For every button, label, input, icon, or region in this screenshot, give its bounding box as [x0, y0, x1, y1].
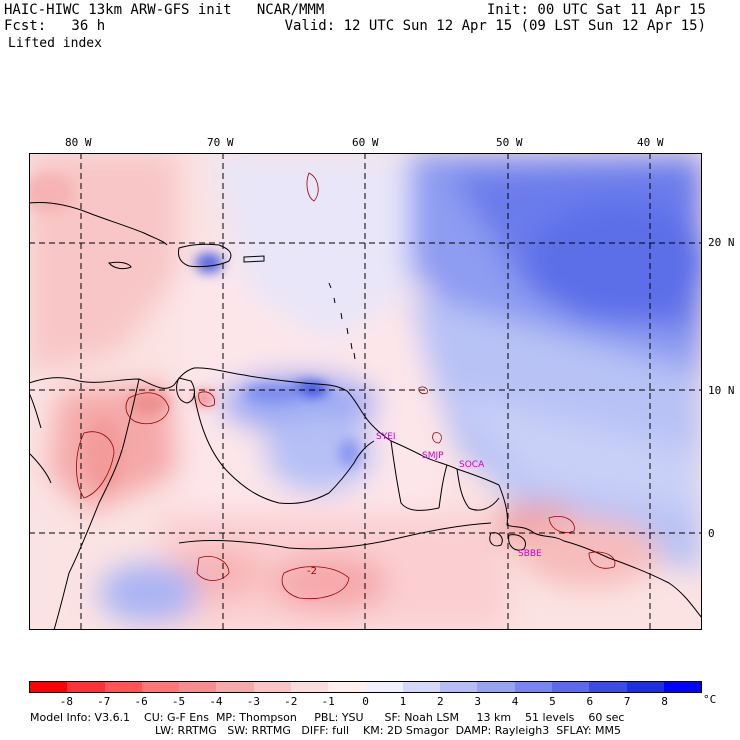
colorbar-tick-label: 6	[586, 695, 594, 708]
colorbar-segment	[365, 682, 403, 692]
colorbar-segment	[67, 682, 105, 692]
init-time: Init: 00 UTC Sat 11 Apr 15	[486, 2, 706, 18]
colorbar-tick-label: -2	[284, 695, 298, 708]
lon-label-50w: 50 W	[496, 136, 523, 149]
lon-label-40w: 40 W	[637, 136, 664, 149]
contour-label: -2	[307, 566, 317, 577]
lat-lon-grid	[29, 153, 702, 630]
colorbar-tick-label: 0	[362, 695, 369, 708]
colorbar-unit: °C	[703, 693, 717, 706]
city-label-soca: SOCA	[459, 460, 485, 470]
model-info-line2: LW: RRTMG SW: RRTMG DIFF: full KM: 2D Sm…	[155, 724, 621, 737]
map-frame	[29, 153, 702, 630]
colorbar-segment	[551, 682, 590, 692]
forecast-hour: Fcst: 36 h	[4, 18, 106, 34]
field-detail	[29, 173, 359, 488]
colorbar-segment	[626, 682, 664, 692]
map-panel: -2 SYEI SMJP SOCA SBBE	[29, 153, 702, 630]
city-label-syei: SYEI	[376, 432, 396, 442]
coastlines	[29, 202, 702, 630]
colorbar-segment	[216, 682, 254, 692]
colorbar-segment	[663, 682, 702, 692]
colorbar-tick-label: -1	[321, 695, 335, 708]
colorbar-tick-label: 8	[661, 695, 668, 708]
run-title: HAIC-HIWC 13km ARW-GFS init NCAR/MMM	[4, 2, 325, 18]
colorbar-segment	[290, 682, 329, 692]
colorbar-segment	[141, 682, 180, 692]
colorbar-tick-label: 4	[511, 695, 519, 708]
lon-label-80w: 80 W	[65, 136, 92, 149]
field-shading	[29, 153, 702, 630]
colorbar-segment	[514, 682, 552, 692]
colorbar-segment	[30, 682, 68, 692]
city-label-sbbe: SBBE	[518, 549, 542, 559]
lat-label-10n: 10 N	[708, 384, 735, 397]
colorbar-tick-label: 1	[399, 695, 407, 708]
colorbar-segment	[328, 682, 366, 692]
colorbar-segment	[402, 682, 441, 692]
model-info-line1: Model Info: V3.6.1 CU: G-F Ens MP: Thomp…	[30, 711, 625, 724]
colorbar-segment	[104, 682, 142, 692]
city-label-smjp: SMJP	[422, 451, 444, 461]
lon-label-70w: 70 W	[207, 136, 234, 149]
colorbar-segment	[589, 682, 627, 692]
lat-label-20n: 20 N	[708, 236, 735, 249]
colorbar-segment	[179, 682, 217, 692]
colorbar-tick-label: 5	[549, 695, 556, 708]
valid-time: Valid: 12 UTC Sun 12 Apr 15 (09 LST Sun …	[284, 18, 706, 34]
colorbar-tick-label: 7	[623, 695, 631, 708]
colorbar-segment	[253, 682, 291, 692]
colorbar-segment	[477, 682, 515, 692]
colorbar-segment	[440, 682, 478, 692]
colorbar-tick-label: -6	[134, 695, 148, 708]
lon-label-60w: 60 W	[352, 136, 379, 149]
colorbar-tick-label: -4	[209, 695, 223, 708]
field-name: Lifted index	[8, 36, 102, 51]
colorbar-tick-label: -3	[246, 695, 260, 708]
lat-label-0: 0	[708, 527, 715, 540]
lifted-index-map: -2	[29, 153, 702, 630]
colorbar	[29, 681, 702, 693]
negative-contours	[76, 172, 616, 599]
colorbar-tick-label: -8	[59, 695, 73, 708]
colorbar-tick-label: 2	[436, 695, 444, 708]
colorbar-tick-label: -5	[171, 695, 186, 708]
colorbar-tick-label: 3	[474, 695, 481, 708]
colorbar-tick-label: -7	[97, 695, 111, 708]
